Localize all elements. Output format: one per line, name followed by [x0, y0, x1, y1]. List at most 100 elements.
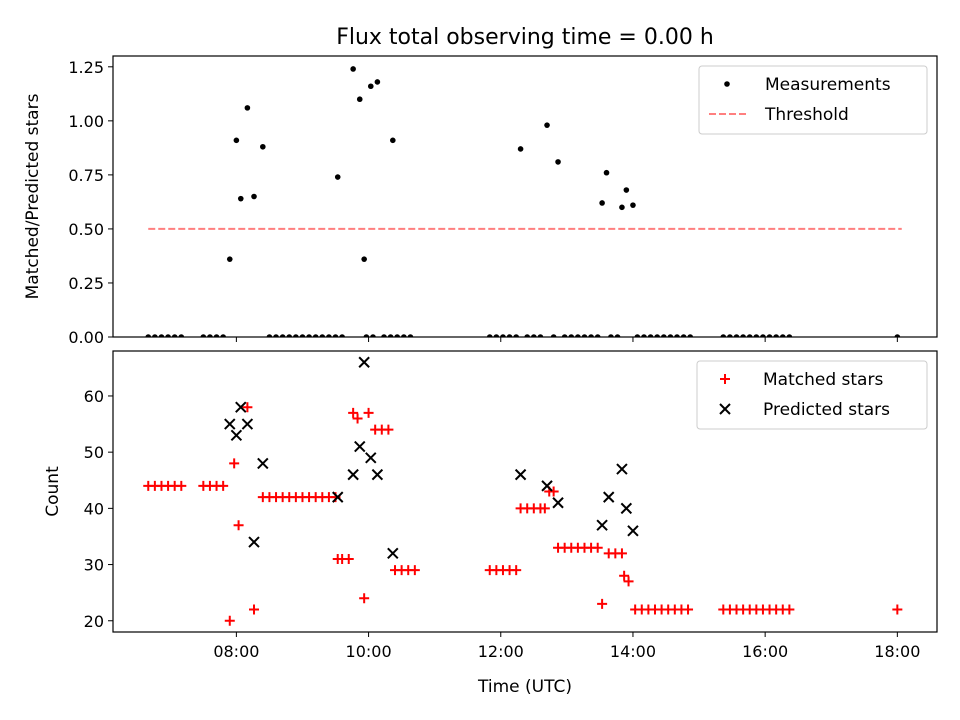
measurement-point	[500, 334, 506, 337]
predicted-point	[257, 457, 269, 470]
measurement-point	[894, 334, 901, 337]
matched-point	[176, 480, 187, 491]
measurement-point	[486, 334, 493, 337]
measurement-point	[145, 334, 152, 337]
predicted-point	[596, 519, 608, 531]
measurement-point	[171, 334, 178, 337]
x-tick-label: 08:00	[213, 642, 259, 661]
measurement-point	[266, 334, 273, 337]
measurement-point	[630, 202, 636, 208]
measurement-point	[200, 334, 207, 337]
measurement-point	[634, 334, 641, 337]
legend-label: Matched stars	[763, 370, 883, 390]
measurement-point	[273, 334, 279, 337]
matched-point	[359, 593, 370, 604]
measurement-point	[390, 137, 396, 144]
y-tick-label: 60	[84, 387, 104, 406]
measurement-point	[370, 334, 376, 337]
chart-title: Flux total observing time = 0.00 h	[336, 25, 714, 50]
measurement-point	[394, 334, 401, 337]
axes-frame	[112, 55, 938, 338]
matched-point	[343, 553, 354, 564]
measurement-point	[537, 334, 544, 337]
predicted-point	[224, 418, 236, 430]
predicted-point	[230, 429, 243, 442]
measurement-point	[513, 334, 519, 337]
measurement-point	[279, 334, 286, 337]
y-axis-label: Matched/Predicted stars	[23, 93, 43, 299]
measurement-point	[158, 334, 165, 337]
measurement-point	[207, 334, 213, 337]
measurement-point	[667, 334, 674, 337]
matched-point	[218, 480, 229, 491]
y-tick-label: 0.00	[68, 328, 104, 347]
measurement-point	[588, 334, 594, 337]
measurement-point	[152, 334, 158, 337]
predicted-point	[603, 491, 615, 503]
matched-point	[348, 407, 359, 418]
y-tick-label: 1.25	[68, 58, 104, 77]
measurement-point	[213, 334, 220, 337]
x-tick-label: 12:00	[478, 642, 524, 661]
top-panel: 0.00 0.25 0.50 0.75 1.00 1.25 Matched/Predicte…	[23, 55, 938, 347]
measurement-point	[760, 334, 766, 337]
measurement-point	[299, 334, 306, 337]
bottom-panel: 20 30 40 50 60 08:00 10:00 12:00 14:00 16:00 18:00…	[43, 350, 938, 697]
legend-box	[698, 65, 928, 135]
measurement-point	[619, 204, 625, 211]
predicted-point	[365, 452, 377, 464]
measurement-point	[614, 334, 621, 337]
measurement-point	[381, 334, 387, 337]
measurement-point	[339, 334, 345, 337]
measurement-point	[766, 334, 773, 337]
measurement-point	[608, 334, 614, 337]
measurement-point	[623, 187, 630, 193]
measurement-point	[293, 334, 299, 337]
measurement-point	[361, 256, 367, 262]
matched-point	[592, 542, 603, 553]
matched-point	[539, 503, 550, 514]
y-tick-label: 50	[84, 443, 104, 462]
matched-point	[892, 604, 903, 615]
measurement-point	[356, 96, 363, 103]
measurement-point	[165, 334, 171, 337]
legend-label: Measurements	[765, 75, 891, 95]
measurement-point	[326, 334, 332, 337]
measurement-point	[740, 334, 746, 337]
predicted-point	[235, 401, 247, 413]
measurement-point	[720, 334, 727, 337]
measurement-point	[286, 334, 293, 337]
measurement-point	[561, 334, 568, 337]
measurement-point	[746, 334, 753, 337]
matched-point	[383, 424, 394, 435]
measurement-point	[603, 169, 610, 176]
measurement-point	[178, 334, 185, 337]
matched-point	[619, 570, 630, 581]
measurement-point	[251, 193, 257, 200]
measurement-point	[594, 334, 601, 337]
matched-point	[784, 604, 795, 615]
measurement-point	[332, 334, 339, 337]
measurement-point	[226, 256, 233, 262]
predicted-point	[332, 491, 344, 503]
measurement-point	[779, 334, 786, 337]
measurement-point	[506, 334, 513, 337]
y-tick-label: 0.50	[68, 220, 104, 239]
legend-matched-swatch	[720, 374, 730, 384]
matched-point	[363, 407, 374, 418]
measurement-point	[687, 334, 694, 337]
matched-point	[511, 565, 522, 576]
legend: Measurements Threshold	[698, 65, 928, 135]
legend-box	[696, 360, 928, 430]
matched-point	[224, 615, 235, 626]
measurement-point	[334, 174, 341, 180]
y-tick-label: 0.25	[68, 274, 104, 293]
legend: Matched stars Predicted stars	[696, 360, 928, 430]
predicted-point	[241, 418, 254, 430]
measurement-point	[727, 334, 733, 337]
measurement-point	[568, 334, 575, 337]
legend-label: Threshold	[764, 105, 849, 125]
measurement-point	[531, 334, 537, 337]
legend-predicted-swatch	[719, 403, 731, 415]
measurement-point	[654, 334, 660, 337]
